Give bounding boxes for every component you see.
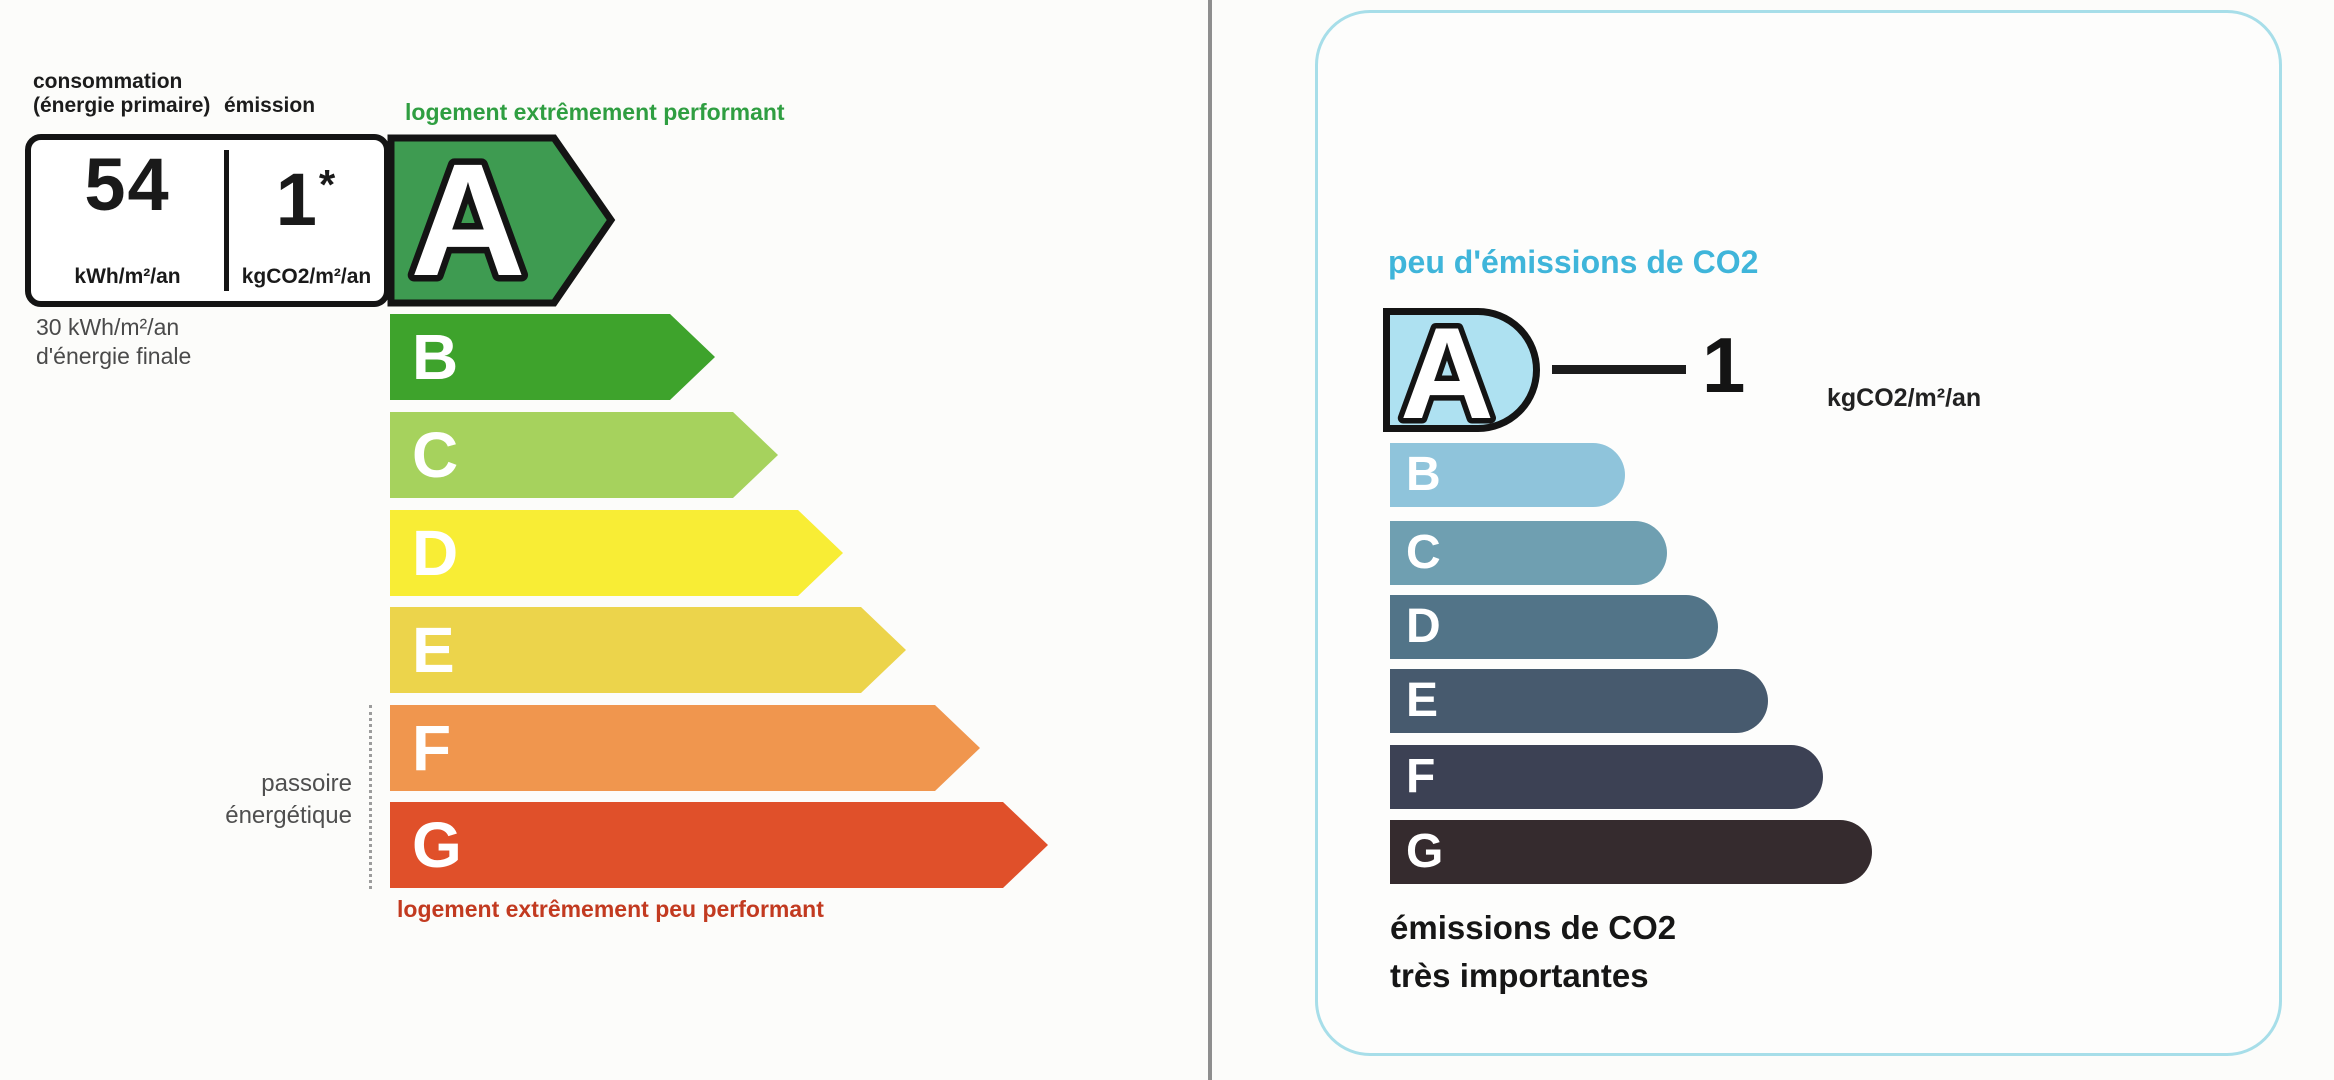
energy-sieve-label-line1: passoire <box>261 770 352 797</box>
co2-bar-d: D <box>1390 595 1718 659</box>
co2-unit: kgCO2/m²/an <box>1827 384 1982 412</box>
consumption-header: consommation (énergie primaire) <box>33 70 210 118</box>
co2-bar-letter: E <box>1406 674 1439 727</box>
energy-bar-f: F <box>390 705 980 791</box>
energy-bar-letter: B <box>412 321 459 393</box>
energy-bar-letter: D <box>412 517 459 589</box>
co2-footer-line1: émissions de CO2 <box>1390 909 1677 946</box>
emission-value-star: * <box>318 161 338 208</box>
emission-value: 1* <box>276 148 338 237</box>
energy-bar-letter: G <box>412 809 462 881</box>
co2-grade-letter-svg: A <box>1395 295 1500 452</box>
consumption-header-line2: (énergie primaire) <box>33 94 211 117</box>
energy-sieve-label: passoire énergétique <box>152 768 352 832</box>
co2-bar-letter: D <box>1406 600 1441 653</box>
energy-bar-g: G <box>390 802 1048 888</box>
top-caption: logement extrêmement performant <box>405 99 785 125</box>
co2-grade-letter: A <box>1400 315 1494 425</box>
co2-bar-g: G <box>1390 820 1872 884</box>
co2-value: 1 <box>1702 321 1746 409</box>
co2-heading: peu d'émissions de CO2 <box>1388 244 1759 280</box>
consumption-value: 54 <box>84 143 171 226</box>
co2-bar-letter: C <box>1406 526 1441 579</box>
energy-bar-letter: E <box>412 614 455 686</box>
energy-bar-b: B <box>390 314 715 400</box>
co2-grade-badge: A <box>1383 295 1540 452</box>
co2-bar-letter: B <box>1406 448 1441 501</box>
consumption-unit: kWh/m²/an <box>74 265 181 288</box>
co2-footer-line2: très importantes <box>1390 957 1649 994</box>
co2-bar-b: B <box>1390 443 1625 507</box>
co2-footer: émissions de CO2 très importantes <box>1390 904 1676 1000</box>
energy-bar-c: C <box>390 412 778 498</box>
bottom-caption: logement extrêmement peu performant <box>397 896 824 922</box>
energy-rating-badge: 54 kWh/m²/an 1* kgCO2/m²/an <box>25 134 390 307</box>
badge-divider <box>224 150 229 291</box>
consumption-cell: 54 kWh/m²/an <box>31 140 224 301</box>
energy-bar-letter: C <box>412 419 459 491</box>
energy-sieve-bracket-line <box>369 705 372 889</box>
co2-bar-letter: F <box>1406 750 1436 803</box>
grade-a-letter: A <box>410 134 526 307</box>
co2-bar-letter: G <box>1406 825 1444 878</box>
energy-sieve-label-line2: énergétique <box>225 802 352 829</box>
emission-cell: 1* kgCO2/m²/an <box>229 140 384 301</box>
co2-bar-f: F <box>1390 745 1823 809</box>
co2-callout-line <box>1552 365 1686 374</box>
co2-bar-e: E <box>1390 669 1768 733</box>
energy-bar-d: D <box>390 510 843 596</box>
co2-bar-c: C <box>1390 521 1667 585</box>
energy-bar-e: E <box>390 607 906 693</box>
page-divider-line <box>1208 0 1212 1080</box>
final-energy-note: 30 kWh/m²/an d'énergie finale <box>36 313 191 371</box>
grade-a-arrow-shape <box>387 134 616 307</box>
grade-a-arrow: A <box>387 134 616 307</box>
final-energy-note-line2: d'énergie finale <box>36 343 192 369</box>
emission-value-number: 1 <box>275 158 319 241</box>
emission-unit: kgCO2/m²/an <box>241 265 372 288</box>
emission-header: émission <box>224 94 316 117</box>
energy-bar-letter: F <box>412 712 452 784</box>
consumption-header-line1: consommation <box>33 70 183 93</box>
final-energy-note-line1: 30 kWh/m²/an <box>36 314 180 340</box>
